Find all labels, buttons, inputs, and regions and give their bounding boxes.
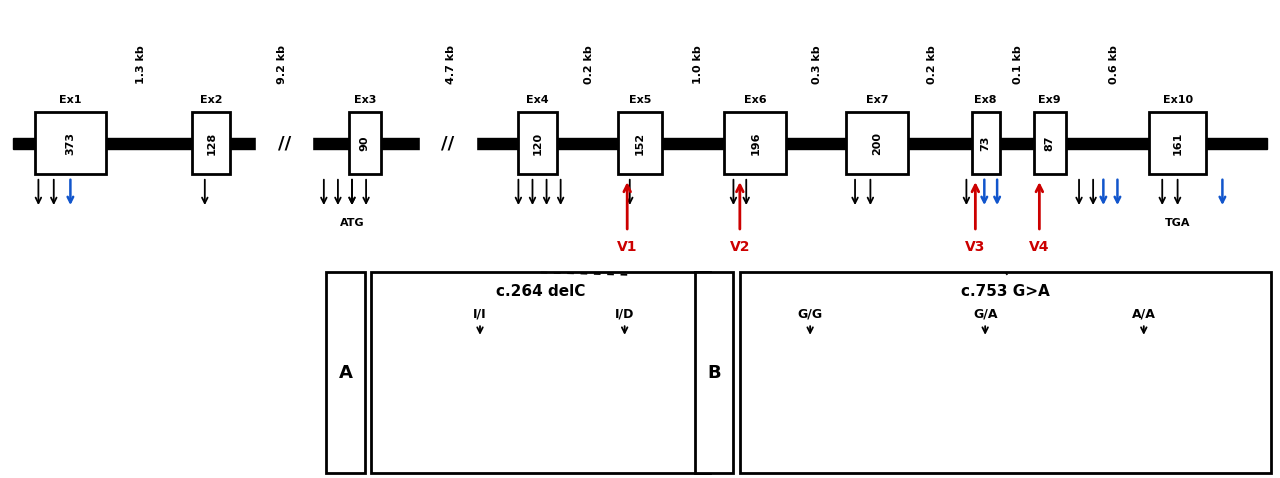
Text: 1.0 kb: 1.0 kb — [692, 45, 703, 84]
Text: Ex2: Ex2 — [200, 95, 223, 105]
Text: 373: 373 — [65, 132, 76, 155]
Text: Ex9: Ex9 — [1038, 95, 1061, 105]
Bar — [348, 112, 381, 174]
Bar — [518, 112, 557, 174]
Text: 196: 196 — [750, 131, 760, 155]
Text: 120: 120 — [532, 132, 543, 155]
Text: c.753 G>A: c.753 G>A — [961, 284, 1050, 299]
Text: G/A: G/A — [973, 308, 997, 321]
Text: V4: V4 — [1029, 240, 1050, 254]
Text: TGA: TGA — [1165, 218, 1190, 228]
Bar — [740, 272, 1271, 473]
Bar — [420, 124, 476, 163]
Bar — [724, 112, 786, 174]
Text: Ex10: Ex10 — [1162, 95, 1193, 105]
Bar — [1034, 112, 1065, 174]
Bar — [846, 112, 908, 174]
Bar — [256, 124, 312, 163]
Text: ATG: ATG — [339, 218, 365, 228]
Text: I/D: I/D — [614, 308, 635, 321]
Text: Ex7: Ex7 — [865, 95, 888, 105]
Text: 0.1 kb: 0.1 kb — [1012, 45, 1023, 84]
Bar — [13, 138, 1267, 149]
Text: A/A: A/A — [1132, 308, 1156, 321]
Text: Ex6: Ex6 — [744, 95, 767, 105]
Bar — [695, 272, 733, 473]
Text: B: B — [708, 364, 721, 382]
Text: 161: 161 — [1172, 132, 1183, 155]
Text: 90: 90 — [360, 136, 370, 151]
Text: V3: V3 — [965, 240, 986, 254]
Text: G/G: G/G — [797, 308, 823, 321]
Text: 87: 87 — [1044, 136, 1055, 151]
Text: A: A — [339, 364, 352, 382]
Text: c.264 delC: c.264 delC — [497, 284, 585, 299]
Text: Ex5: Ex5 — [628, 95, 652, 105]
Text: Ex3: Ex3 — [353, 95, 376, 105]
Text: 152: 152 — [635, 132, 645, 155]
Text: 200: 200 — [872, 132, 882, 155]
Text: V2: V2 — [730, 240, 750, 254]
Text: //: // — [442, 134, 454, 152]
Text: 0.2 kb: 0.2 kb — [584, 45, 594, 84]
Bar — [192, 112, 230, 174]
Bar — [326, 272, 365, 473]
Text: //: // — [278, 134, 291, 152]
Text: 0.2 kb: 0.2 kb — [927, 45, 937, 84]
Text: Ex1: Ex1 — [59, 95, 82, 105]
Text: Ex4: Ex4 — [526, 95, 549, 105]
Bar — [1149, 112, 1207, 174]
Text: Ex8: Ex8 — [974, 95, 997, 105]
Bar — [972, 112, 1000, 174]
Bar — [618, 112, 663, 174]
Text: V1: V1 — [617, 240, 637, 254]
Text: 128: 128 — [206, 132, 216, 155]
Text: 9.2 kb: 9.2 kb — [276, 44, 287, 84]
Text: 0.3 kb: 0.3 kb — [812, 45, 822, 84]
Text: 4.7 kb: 4.7 kb — [445, 44, 456, 84]
Bar — [371, 272, 710, 473]
Text: 0.6 kb: 0.6 kb — [1108, 45, 1119, 84]
Text: 73: 73 — [980, 136, 991, 151]
Bar — [36, 112, 106, 174]
Text: I/I: I/I — [474, 308, 486, 321]
Text: 1.3 kb: 1.3 kb — [136, 45, 146, 84]
